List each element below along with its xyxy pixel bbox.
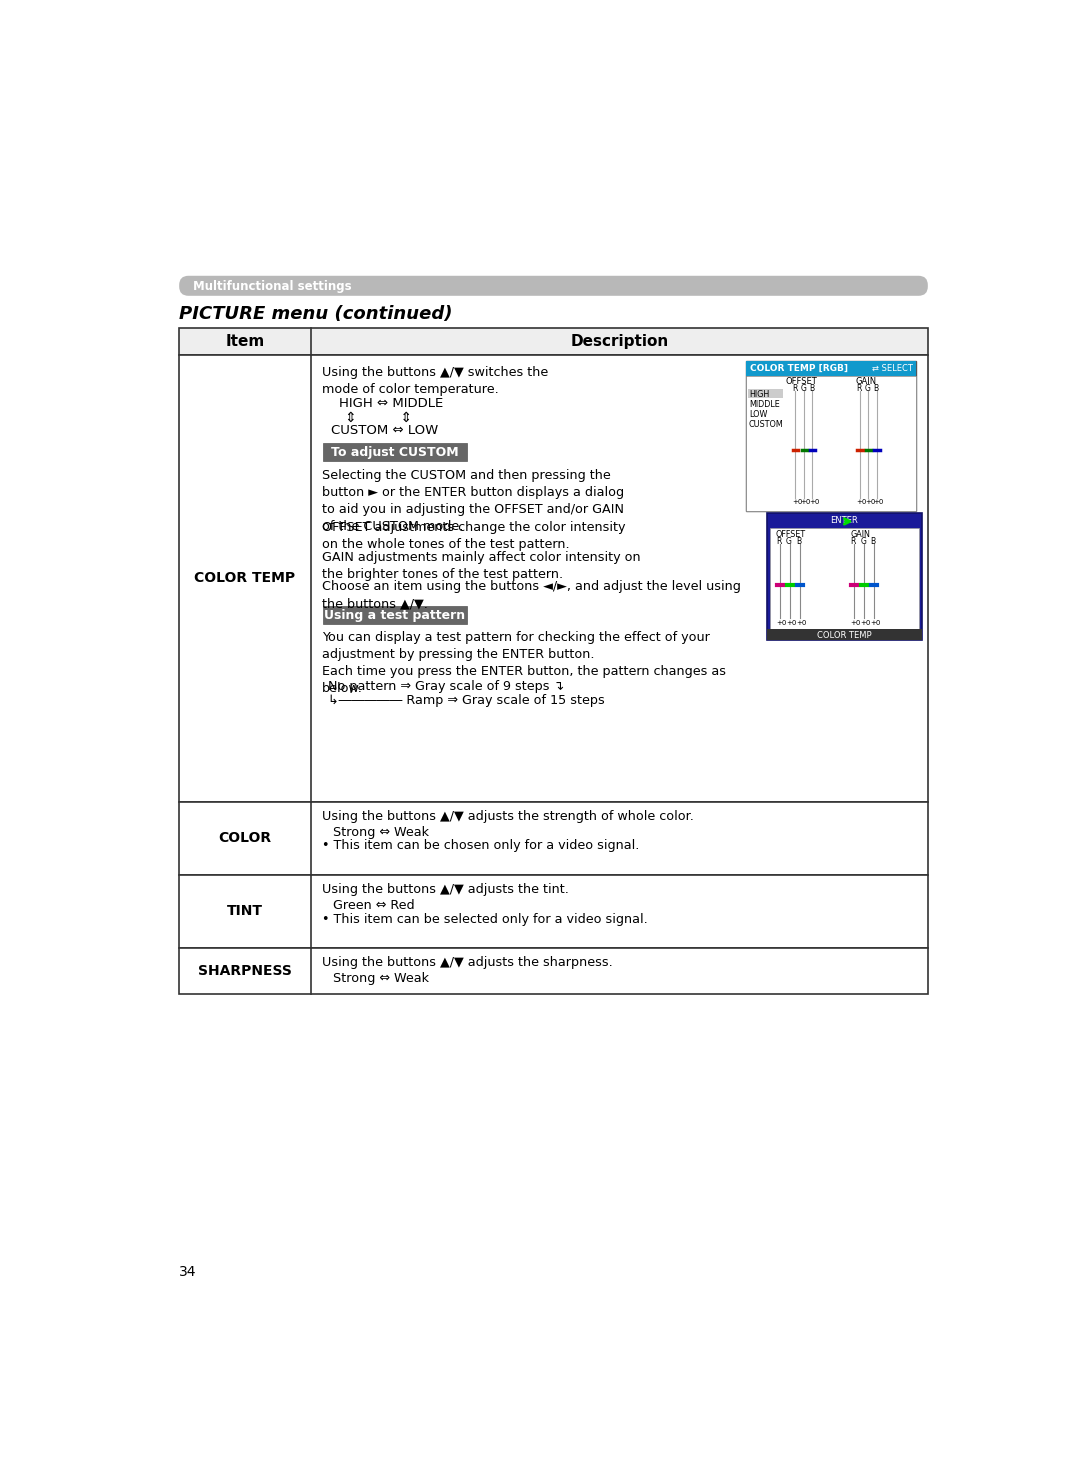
Text: GAIN: GAIN [850,530,870,539]
Text: LOW: LOW [748,410,767,419]
Text: Using a test pattern: Using a test pattern [324,609,465,622]
Text: +0: +0 [850,619,861,627]
Text: +0: +0 [796,619,807,627]
Text: +0: +0 [865,499,876,505]
Text: HIGH: HIGH [748,389,769,398]
Text: OFFSET: OFFSET [785,378,818,386]
Text: +0: +0 [800,499,811,505]
Text: Using the buttons ▲/▼ switches the
mode of color temperature.: Using the buttons ▲/▼ switches the mode … [322,366,548,395]
Text: G: G [861,537,866,546]
Text: B: B [809,385,814,394]
Text: B: B [870,537,876,546]
Bar [770,529,918,631]
Text: B: B [796,537,801,546]
Text: R: R [856,385,862,394]
Text: OFFSET adjustments change the color intensity
on the whole tones of the test pat: OFFSET adjustments change the color inte… [322,521,625,552]
Text: Item: Item [226,334,265,350]
Text: • This item can be chosen only for a video signal.: • This item can be chosen only for a vid… [322,839,639,852]
Text: +0: +0 [874,499,883,505]
Bar [323,444,467,461]
Bar [745,362,916,376]
Text: +0: +0 [856,499,867,505]
Text: +0: +0 [793,499,802,505]
Bar [767,512,921,640]
Text: +0: +0 [861,619,870,627]
Text: +0: +0 [786,619,796,627]
Text: GAIN adjustments mainly affect color intensity on
the brighter tones of the test: GAIN adjustments mainly affect color int… [322,550,640,581]
Text: COLOR TEMP: COLOR TEMP [194,571,296,586]
Text: +0: +0 [870,619,881,627]
FancyBboxPatch shape [179,275,928,296]
Text: R: R [775,537,781,546]
Text: CUSTOM: CUSTOM [748,420,784,429]
Bar [179,949,928,994]
Text: G: G [786,537,792,546]
Text: G: G [800,385,807,394]
Text: CUSTOM ⇔ LOW: CUSTOM ⇔ LOW [332,425,438,438]
Text: Description: Description [570,334,669,350]
Text: • This item can be selected only for a video signal.: • This item can be selected only for a v… [322,912,648,925]
Text: Strong ⇔ Weak: Strong ⇔ Weak [333,972,429,985]
Text: Using the buttons ▲/▼ adjusts the tint.: Using the buttons ▲/▼ adjusts the tint. [322,883,569,896]
Text: Multifunctional settings: Multifunctional settings [193,280,352,293]
Text: Choose an item using the buttons ◄/►, and adjust the level using
the buttons ▲/▼: Choose an item using the buttons ◄/►, an… [322,580,741,610]
Text: ⇕          ⇕: ⇕ ⇕ [345,410,413,425]
Text: +0: +0 [809,499,820,505]
Bar [179,802,928,875]
Text: HIGH ⇔ MIDDLE: HIGH ⇔ MIDDLE [339,397,443,410]
Text: SHARPNESS: SHARPNESS [198,965,292,978]
Text: TINT: TINT [227,905,264,918]
Text: Strong ⇔ Weak: Strong ⇔ Weak [333,826,429,839]
Text: ⇄ SELECT: ⇄ SELECT [873,363,913,372]
Text: B: B [874,385,879,394]
Text: Green ⇔ Red: Green ⇔ Red [333,899,415,912]
Text: +0: +0 [775,619,786,627]
Text: COLOR: COLOR [218,832,271,845]
Text: No pattern ⇒ Gray scale of 9 steps ↴: No pattern ⇒ Gray scale of 9 steps ↴ [328,681,564,692]
Bar [745,362,916,511]
Text: GAIN: GAIN [855,378,876,386]
Text: 34: 34 [179,1265,197,1280]
Text: Using the buttons ▲/▼ adjusts the sharpness.: Using the buttons ▲/▼ adjusts the sharpn… [322,956,612,969]
Text: COLOR TEMP [RGB]: COLOR TEMP [RGB] [750,363,848,372]
Bar [745,376,916,511]
Text: G: G [865,385,870,394]
Text: ENTER: ENTER [831,515,858,526]
Bar [179,356,928,802]
Text: R: R [850,537,855,546]
Text: Selecting the CUSTOM and then pressing the
button ► or the ENTER button displays: Selecting the CUSTOM and then pressing t… [322,468,624,533]
Bar [179,875,928,949]
Bar [179,328,928,356]
Text: Using the buttons ▲/▼ adjusts the strength of whole color.: Using the buttons ▲/▼ adjusts the streng… [322,810,693,823]
Text: OFFSET: OFFSET [775,530,806,539]
Bar [323,606,467,624]
Text: R: R [793,385,797,394]
Text: You can display a test pattern for checking the effect of your
adjustment by pre: You can display a test pattern for check… [322,631,726,695]
Text: MIDDLE: MIDDLE [748,400,780,408]
Text: To adjust CUSTOM: To adjust CUSTOM [332,447,459,458]
Bar [767,630,921,640]
Text: COLOR TEMP: COLOR TEMP [816,631,872,640]
Text: ↳――――― Ramp ⇒ Gray scale of 15 steps: ↳――――― Ramp ⇒ Gray scale of 15 steps [328,694,605,707]
Bar [748,389,783,398]
Text: PICTURE menu (continued): PICTURE menu (continued) [179,305,453,324]
